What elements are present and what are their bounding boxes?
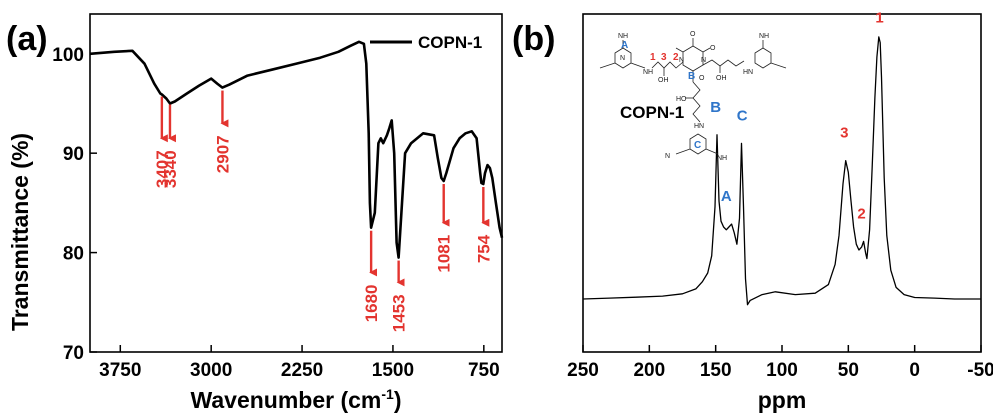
atom-label: N	[679, 57, 684, 64]
x-tick-label: 100	[766, 360, 798, 381]
atom-label: O	[710, 45, 716, 52]
structure-name: COPN-1	[620, 103, 684, 122]
peak-label-A: A	[721, 188, 732, 205]
peak-label-3407: 3407	[153, 150, 172, 188]
triazinetrione-ring-b	[682, 45, 704, 72]
plot-a-lines	[89, 40, 504, 259]
x-tick-label: 2250	[281, 360, 323, 381]
atom-label: O	[699, 75, 705, 82]
peak-label-C: C	[737, 107, 748, 124]
x-tick-label: 200	[633, 360, 665, 381]
nmr-spectrum-line	[582, 36, 981, 306]
peak-label-B: B	[710, 99, 721, 116]
bond	[770, 62, 787, 69]
series-line-copn1	[89, 40, 504, 259]
y-tick-label: 70	[63, 343, 84, 364]
bond	[705, 148, 719, 155]
peak-label-3340: 3340	[161, 150, 180, 188]
atom-label: OH	[658, 77, 669, 84]
plot-a-frame	[89, 13, 503, 353]
peak-label-1453: 1453	[390, 294, 409, 332]
bond	[702, 47, 711, 53]
triazine-ring-c	[689, 133, 707, 155]
peak-label-754: 754	[474, 234, 493, 263]
plot-a-ylabel: Transmittance (%)	[7, 133, 33, 331]
x-tick-label: 1500	[372, 360, 414, 381]
propyl-chain-left	[651, 61, 684, 69]
x-tick-label: 3750	[99, 360, 141, 381]
atom-label: N	[665, 153, 670, 160]
peak-label-2907: 2907	[213, 135, 232, 173]
panel-b-label: (b)	[512, 20, 555, 58]
peak-label-1: 1	[875, 9, 883, 26]
y-tick-label: 90	[63, 144, 84, 165]
atom-label: NH	[759, 33, 769, 40]
site-label-b: B	[688, 71, 695, 82]
plot-b-frame	[582, 13, 982, 353]
atom-label: HN	[694, 123, 704, 130]
site-label-c: C	[694, 140, 701, 151]
propyl-chain-down	[692, 81, 701, 123]
y-tick-label: 80	[63, 244, 84, 265]
peak-label-1680: 1680	[362, 284, 381, 322]
plot-a-xlabel: Wavenumber (cm-1)	[191, 386, 402, 413]
plot-b-lines	[582, 36, 981, 306]
bond	[675, 148, 691, 155]
panel-a: (a) 3750 3000 2250 1500 750 70 80 90 100 3407334…	[6, 13, 504, 413]
atom-label: OH	[716, 75, 727, 82]
site-label-1: 1	[650, 52, 656, 63]
plot-b-xlabel: ppm	[758, 387, 807, 413]
atom-label: NH	[717, 155, 727, 162]
atom-label: O	[690, 31, 696, 38]
triazine-ring-right	[754, 47, 772, 69]
panel-a-label: (a)	[6, 20, 48, 58]
plot-a-ticks: 3750 3000 2250 1500 750 70 80 90 100	[52, 45, 499, 381]
atom-label: N	[701, 57, 706, 64]
atom-label: HO	[676, 96, 687, 103]
bond	[675, 47, 684, 53]
propyl-chain-right	[702, 59, 745, 67]
peak-label-3: 3	[840, 125, 848, 142]
x-tick-label: 0	[909, 360, 920, 381]
site-label-a: A	[621, 40, 628, 51]
copn1-structure	[599, 38, 787, 155]
x-tick-label: 3000	[190, 360, 232, 381]
bond	[630, 62, 646, 69]
atom-label: NH	[618, 33, 628, 40]
atom-label: HN	[743, 69, 753, 76]
x-tick-label: 750	[468, 360, 500, 381]
copn1-structure-text: NH N NH OH O N N O O OH HN NH HO HN N NH…	[618, 31, 769, 162]
atom-label: N	[620, 55, 625, 62]
y-tick-label: 100	[52, 45, 84, 66]
peak-label-2: 2	[857, 205, 865, 222]
atom-label: NH	[643, 69, 653, 76]
site-label-3: 3	[661, 52, 667, 63]
x-tick-label: 50	[838, 360, 859, 381]
legend-label-copn1: COPN-1	[418, 33, 482, 52]
x-tick-label: 150	[700, 360, 732, 381]
plot-b-ticks: 250 200 150 100 50 0 -50	[567, 345, 993, 381]
triazine-ring-a	[614, 47, 632, 69]
x-tick-label: 250	[567, 360, 599, 381]
site-label-2: 2	[673, 52, 679, 63]
bond	[599, 62, 616, 69]
x-tick-label: -50	[967, 360, 993, 381]
plot-b-annotations: 1 2 3 A BC	[710, 9, 883, 222]
peak-label-1081: 1081	[435, 235, 454, 273]
